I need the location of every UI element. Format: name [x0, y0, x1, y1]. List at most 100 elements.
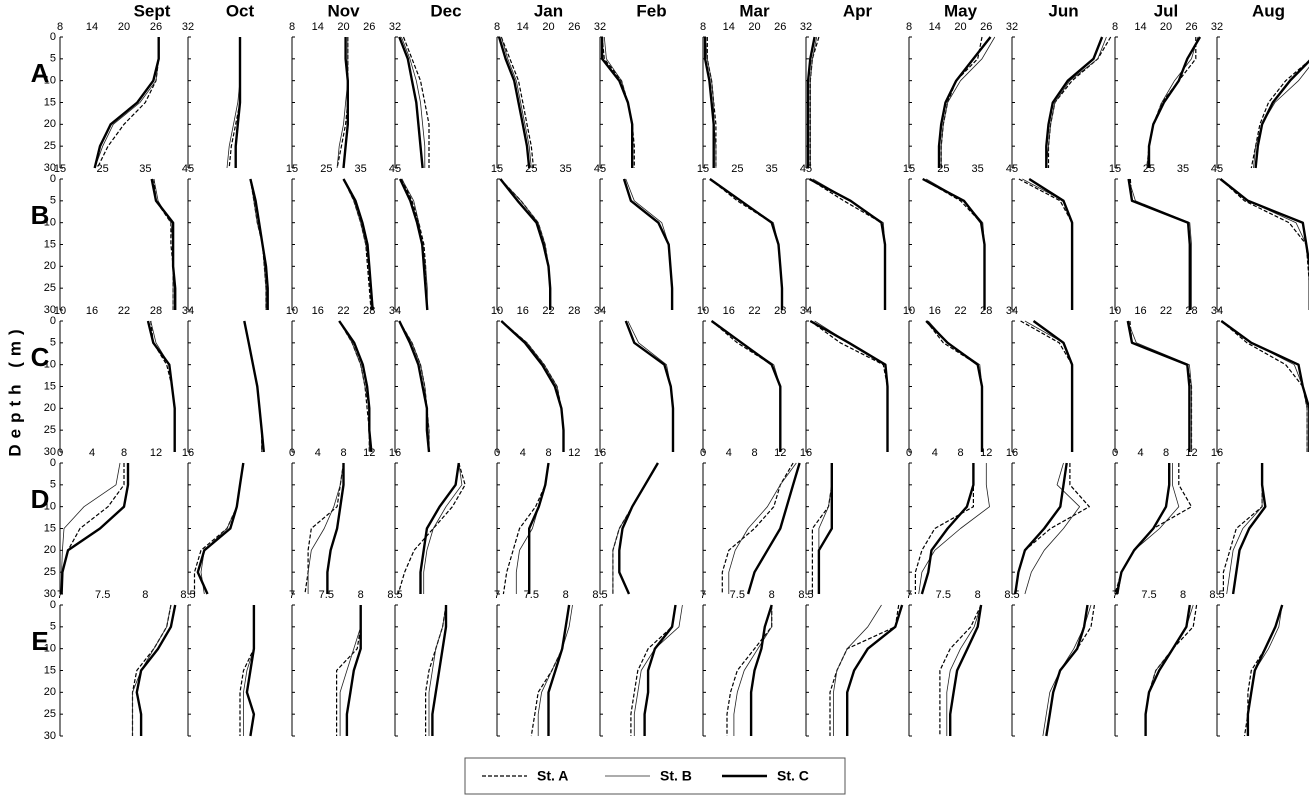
- x-tick-label: 4: [315, 447, 321, 459]
- profile-line: [243, 320, 263, 452]
- profile-line: [500, 320, 565, 452]
- x-tick-label: 28: [1185, 305, 1197, 317]
- legend-label: St. A: [537, 768, 568, 784]
- profile-line: [922, 178, 986, 310]
- y-tick-label: 0: [50, 599, 56, 611]
- profile-line: [829, 604, 900, 736]
- column-title: Sept: [134, 1, 171, 20]
- y-tick-label: 30: [44, 588, 56, 600]
- x-tick-label: 26: [980, 21, 992, 33]
- profile-line: [401, 178, 428, 311]
- y-tick-label: 25: [44, 140, 56, 152]
- x-tick-label: 34: [594, 305, 606, 317]
- profile-line: [93, 37, 160, 169]
- x-tick-label: 32: [1006, 21, 1018, 33]
- profile-line: [925, 178, 985, 310]
- profile-line: [1024, 462, 1080, 595]
- x-tick-label: 7.5: [936, 589, 951, 601]
- profile-line: [398, 320, 430, 452]
- x-tick-label: 20: [1160, 21, 1172, 33]
- profile-line: [922, 177, 986, 310]
- profile-line: [601, 36, 635, 168]
- y-tick-label: 20: [44, 686, 56, 698]
- x-tick-label: 34: [1211, 305, 1223, 317]
- profile-line: [1226, 463, 1263, 595]
- column-title: May: [944, 1, 978, 20]
- profile-line: [721, 462, 794, 594]
- y-tick-label: 30: [44, 162, 56, 174]
- profile-line: [1045, 604, 1089, 737]
- profile-line: [818, 463, 833, 594]
- x-tick-label: 20: [954, 21, 966, 33]
- x-tick-label: 20: [337, 21, 349, 33]
- profile-line: [937, 36, 992, 168]
- profile-line: [940, 36, 996, 168]
- x-tick-label: 16: [86, 305, 98, 317]
- profile-line: [817, 463, 833, 594]
- x-tick-label: 14: [929, 21, 941, 33]
- profile-line: [146, 320, 176, 452]
- x-tick-label: 7: [494, 589, 500, 601]
- x-tick-label: 8: [1163, 447, 1169, 459]
- profile-line: [846, 604, 904, 736]
- x-tick-label: 28: [568, 305, 580, 317]
- x-tick-label: 25: [937, 163, 949, 175]
- y-tick-label: 30: [44, 446, 56, 458]
- x-tick-label: 8.5: [387, 589, 402, 601]
- profile-line: [703, 37, 715, 168]
- profile-line: [733, 605, 773, 736]
- x-tick-label: 8: [1180, 589, 1186, 601]
- legend-label: St. B: [660, 768, 692, 784]
- x-tick-label: 7.5: [319, 589, 334, 601]
- x-tick-label: 10: [697, 305, 709, 317]
- profile-line: [245, 605, 256, 737]
- y-axis-label: Depth (m): [5, 323, 24, 456]
- x-tick-label: 8.5: [180, 589, 195, 601]
- x-tick-label: 45: [1006, 163, 1018, 175]
- x-tick-label: 12: [774, 447, 786, 459]
- profile-line: [193, 462, 244, 594]
- row-label: A: [31, 58, 50, 88]
- x-tick-label: 7: [700, 589, 706, 601]
- y-tick-label: 15: [44, 380, 56, 392]
- profile-line: [710, 320, 782, 452]
- profile-line: [806, 36, 816, 168]
- y-tick-label: 5: [50, 337, 56, 349]
- x-tick-label: 0: [289, 447, 295, 459]
- profile-line: [307, 462, 344, 594]
- profile-line: [1115, 463, 1171, 595]
- profile-line: [1014, 462, 1068, 595]
- profile-line: [398, 320, 431, 453]
- profile-line: [1220, 178, 1309, 265]
- profile-line: [711, 320, 781, 452]
- profile-line: [500, 36, 535, 169]
- profile-line: [1047, 36, 1112, 168]
- profile-line: [423, 462, 463, 594]
- x-tick-label: 0: [1112, 447, 1118, 459]
- profile-line: [150, 178, 177, 310]
- y-tick-label: 5: [50, 195, 56, 207]
- x-tick-label: 25: [1143, 163, 1155, 175]
- x-tick-label: 22: [748, 305, 760, 317]
- x-tick-label: 8: [121, 447, 127, 459]
- x-tick-label: 25: [97, 163, 109, 175]
- y-tick-label: 15: [44, 664, 56, 676]
- x-tick-label: 14: [723, 21, 735, 33]
- x-tick-label: 7: [289, 589, 295, 601]
- profile-line: [502, 462, 550, 595]
- x-tick-label: 8: [769, 589, 775, 601]
- profile-line: [809, 320, 889, 452]
- profile-line: [132, 604, 172, 736]
- y-tick-label: 5: [50, 621, 56, 633]
- profile-line: [622, 178, 674, 310]
- x-tick-label: 8.5: [798, 589, 813, 601]
- x-tick-label: 25: [525, 163, 537, 175]
- profile-line: [1045, 36, 1107, 169]
- profile-line: [425, 604, 447, 736]
- x-tick-label: 7.5: [95, 589, 110, 601]
- y-tick-label: 0: [50, 457, 56, 469]
- profile-line: [243, 320, 265, 453]
- y-tick-label: 25: [44, 282, 56, 294]
- x-tick-label: 34: [800, 305, 812, 317]
- profile-line: [1220, 320, 1309, 452]
